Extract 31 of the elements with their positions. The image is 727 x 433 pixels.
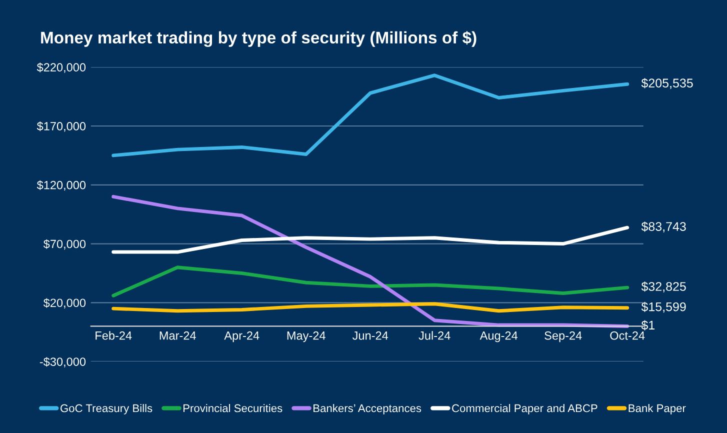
y-tick-label: $170,000 [36,122,86,132]
legend-label: Bank Paper [628,404,686,414]
line-series [112,266,630,298]
x-tick-label: Oct-24 [610,331,645,340]
line-series [112,194,630,328]
chart-title: Money market trading by type of security (Millions of $) [41,31,476,47]
y-tick-label: -$30,000 [40,357,86,368]
legend-label: GoC Treasury Bills [60,404,152,414]
line-series [112,302,630,313]
legend-label: Bankers’ Acceptances [314,404,422,414]
legend-label: Commercial Paper and ABCP [452,404,598,414]
x-tick-label: Mar-24 [160,331,196,340]
data-label: $15,599 [641,302,686,313]
data-label: $32,825 [641,282,686,292]
x-tick-label: Sep-24 [544,331,582,342]
line-series [112,226,630,254]
x-tick-label: Jul-24 [418,331,450,340]
data-label: $1 [641,320,655,330]
data-label: $205,535 [641,78,693,89]
y-tick-label: $20,000 [43,298,86,308]
x-tick-label: Aug-24 [480,331,518,342]
y-tick-label: $120,000 [36,180,86,191]
x-tick-label: Feb-24 [96,331,132,340]
x-tick-label: Apr-24 [224,331,260,342]
y-tick-label: $70,000 [43,239,86,250]
line-series [112,74,630,158]
x-tick-label: Jun-24 [352,331,388,340]
data-label: $83,743 [641,222,686,232]
x-tick-label: May-24 [287,331,326,342]
legend-label: Provincial Securities [183,404,282,412]
y-tick-label: $220,000 [36,62,86,73]
